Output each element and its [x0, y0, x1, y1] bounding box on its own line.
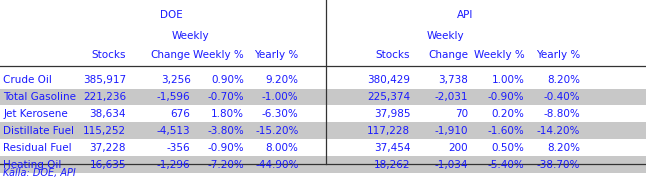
- Text: 3,738: 3,738: [439, 75, 468, 85]
- Text: -0.40%: -0.40%: [543, 92, 580, 102]
- Text: -4,513: -4,513: [157, 126, 191, 136]
- Text: 16,635: 16,635: [89, 160, 126, 170]
- Text: 0.90%: 0.90%: [211, 75, 244, 85]
- Text: 37,228: 37,228: [89, 143, 126, 153]
- Text: -44.90%: -44.90%: [255, 160, 298, 170]
- Text: -7.20%: -7.20%: [207, 160, 244, 170]
- Bar: [0, 122, 646, 139]
- Bar: [0, 156, 646, 173]
- Text: -1,910: -1,910: [435, 126, 468, 136]
- Text: Källa: DOE, API: Källa: DOE, API: [3, 168, 76, 178]
- Text: 676: 676: [171, 109, 191, 119]
- Text: Weekly %: Weekly %: [193, 50, 244, 60]
- Text: Heating Oil: Heating Oil: [3, 160, 61, 170]
- Text: 380,429: 380,429: [367, 75, 410, 85]
- Text: -1.00%: -1.00%: [262, 92, 298, 102]
- Text: -8.80%: -8.80%: [543, 109, 580, 119]
- Text: -14.20%: -14.20%: [537, 126, 580, 136]
- Text: 1.80%: 1.80%: [211, 109, 244, 119]
- Text: -38.70%: -38.70%: [537, 160, 580, 170]
- Text: -0.90%: -0.90%: [207, 143, 244, 153]
- Text: Weekly %: Weekly %: [474, 50, 525, 60]
- Text: 8.20%: 8.20%: [547, 143, 580, 153]
- Text: -3.80%: -3.80%: [207, 126, 244, 136]
- Text: Weekly: Weekly: [427, 31, 464, 41]
- Bar: [0, 89, 646, 105]
- Text: Change: Change: [428, 50, 468, 60]
- Text: 0.20%: 0.20%: [492, 109, 525, 119]
- Text: 8.20%: 8.20%: [547, 75, 580, 85]
- Text: -6.30%: -6.30%: [262, 109, 298, 119]
- Text: -0.70%: -0.70%: [207, 92, 244, 102]
- Text: 200: 200: [449, 143, 468, 153]
- Text: Total Gasoline: Total Gasoline: [3, 92, 76, 102]
- Text: 8.00%: 8.00%: [266, 143, 298, 153]
- Text: 225,374: 225,374: [367, 92, 410, 102]
- Text: Change: Change: [151, 50, 191, 60]
- Text: Weekly: Weekly: [172, 31, 209, 41]
- Text: 0.50%: 0.50%: [492, 143, 525, 153]
- Text: Residual Fuel: Residual Fuel: [3, 143, 72, 153]
- Text: 9.20%: 9.20%: [266, 75, 298, 85]
- Text: API: API: [457, 10, 474, 20]
- Text: 221,236: 221,236: [83, 92, 126, 102]
- Text: -0.90%: -0.90%: [488, 92, 525, 102]
- Text: -356: -356: [167, 143, 191, 153]
- Text: 37,985: 37,985: [373, 109, 410, 119]
- Text: DOE: DOE: [160, 10, 183, 20]
- Text: -1,296: -1,296: [157, 160, 191, 170]
- Text: 117,228: 117,228: [367, 126, 410, 136]
- Text: 385,917: 385,917: [83, 75, 126, 85]
- Text: -1,034: -1,034: [435, 160, 468, 170]
- Text: Stocks: Stocks: [376, 50, 410, 60]
- Text: -1.60%: -1.60%: [488, 126, 525, 136]
- Text: 70: 70: [455, 109, 468, 119]
- Text: Yearly %: Yearly %: [536, 50, 580, 60]
- Text: -1,596: -1,596: [157, 92, 191, 102]
- Text: 3,256: 3,256: [161, 75, 191, 85]
- Text: Stocks: Stocks: [92, 50, 126, 60]
- Text: 115,252: 115,252: [83, 126, 126, 136]
- Text: 18,262: 18,262: [373, 160, 410, 170]
- Text: 38,634: 38,634: [89, 109, 126, 119]
- Text: -2,031: -2,031: [435, 92, 468, 102]
- Text: Crude Oil: Crude Oil: [3, 75, 52, 85]
- Text: 1.00%: 1.00%: [492, 75, 525, 85]
- Text: -5.40%: -5.40%: [488, 160, 525, 170]
- Text: Distillate Fuel: Distillate Fuel: [3, 126, 74, 136]
- Text: Yearly %: Yearly %: [255, 50, 298, 60]
- Text: Jet Kerosene: Jet Kerosene: [3, 109, 68, 119]
- Text: 37,454: 37,454: [373, 143, 410, 153]
- Text: -15.20%: -15.20%: [255, 126, 298, 136]
